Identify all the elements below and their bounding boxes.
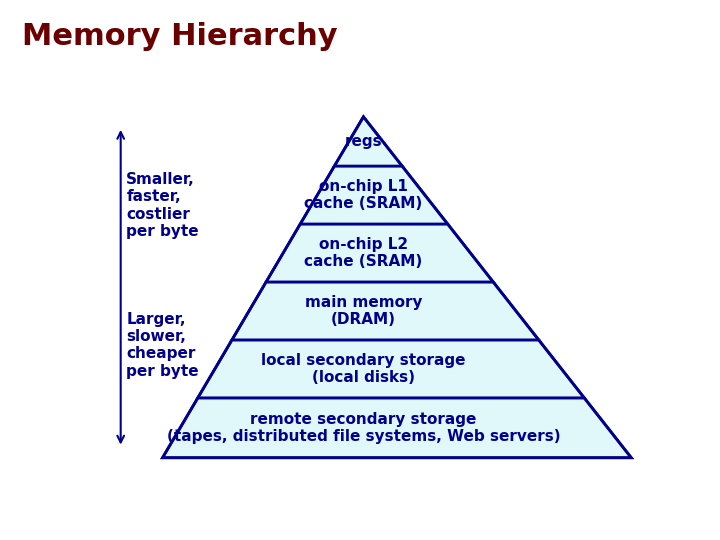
Text: Smaller,
faster,
costlier
per byte: Smaller, faster, costlier per byte xyxy=(126,172,199,239)
Text: main memory
(DRAM): main memory (DRAM) xyxy=(305,295,422,327)
Text: Larger,
slower,
cheaper
per byte: Larger, slower, cheaper per byte xyxy=(126,312,199,379)
Polygon shape xyxy=(163,398,631,458)
Text: on-chip L1
cache (SRAM): on-chip L1 cache (SRAM) xyxy=(305,179,423,211)
Polygon shape xyxy=(232,282,539,340)
Text: local secondary storage
(local disks): local secondary storage (local disks) xyxy=(261,353,466,385)
Polygon shape xyxy=(198,340,585,398)
Polygon shape xyxy=(266,224,493,282)
Text: remote secondary storage
(tapes, distributed file systems, Web servers): remote secondary storage (tapes, distrib… xyxy=(166,411,560,444)
Polygon shape xyxy=(300,166,448,224)
Text: on-chip L2
cache (SRAM): on-chip L2 cache (SRAM) xyxy=(305,237,423,269)
Text: Memory Hierarchy: Memory Hierarchy xyxy=(22,22,337,51)
Polygon shape xyxy=(334,117,402,166)
Text: regs: regs xyxy=(345,134,382,149)
